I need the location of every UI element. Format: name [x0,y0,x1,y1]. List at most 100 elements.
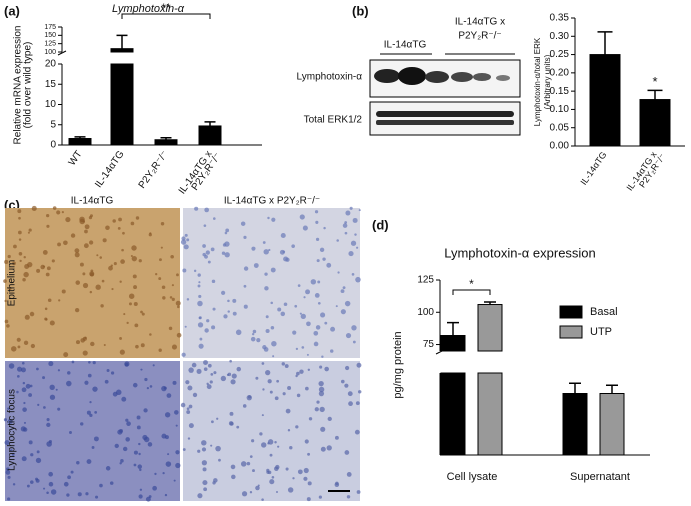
error-bar [204,121,216,126]
nucleus [184,325,187,328]
nucleus [265,315,269,319]
nucleus [93,436,99,442]
nucleus [281,362,285,366]
panel-label: (a) [4,3,20,18]
nucleus [79,216,85,223]
axis-break [57,50,67,56]
nucleus [252,329,257,334]
nucleus [337,271,340,274]
nucleus [186,238,190,242]
nucleus [354,233,357,236]
bar [639,99,671,147]
nucleus [188,367,194,373]
nucleus [287,386,292,390]
nucleus [264,286,269,291]
nucleus [303,296,306,299]
nucleus [7,497,11,501]
nucleus [17,209,22,214]
nucleus [269,453,273,457]
nucleus [149,333,152,336]
nucleus [168,326,173,331]
nucleus [227,372,232,377]
nucleus [240,221,246,226]
nucleus [289,445,293,450]
nucleus [46,422,51,427]
nucleus [173,479,176,482]
nucleus [318,495,322,499]
y-tick-label: 0.15 [550,86,570,97]
nucleus [171,297,175,301]
blot-row-label: Lymphotoxin-α [297,72,363,83]
nucleus [46,214,50,218]
nucleus [104,379,109,384]
nucleus [136,425,141,430]
nucleus [210,373,214,376]
nucleus [319,365,323,369]
nucleus [204,328,209,333]
nucleus [313,330,319,336]
nucleus [307,368,311,372]
nucleus [48,471,54,477]
nucleus [280,311,286,317]
nucleus [358,209,361,212]
nucleus [305,289,311,295]
y-tick-label: 0.35 [550,13,570,24]
nucleus [228,421,234,426]
nucleus [198,316,202,320]
nucleus [203,224,207,227]
nucleus [287,487,294,493]
nucleus [43,406,46,409]
nucleus [225,228,230,233]
nucleus [257,484,260,487]
nucleus [340,289,345,294]
nucleus [110,264,113,267]
nucleus [43,487,46,490]
nucleus [330,326,336,332]
nucleus [171,344,178,350]
nucleus [267,442,270,445]
nucleus [271,475,275,479]
error-bar [484,301,496,305]
scale-bar [328,490,350,492]
nucleus [140,343,145,348]
nucleus [324,321,328,325]
nucleus [170,254,174,259]
nucleus [242,404,247,408]
y-axis-label: (Arbitrary units) [543,54,552,109]
nucleus [99,483,103,488]
nucleus [274,466,279,472]
nucleus [7,254,11,259]
nucleus [277,445,280,448]
nucleus [268,248,271,252]
nucleus [262,241,266,244]
nucleus [158,277,162,281]
nucleus [182,268,187,273]
x-tick-label: Supernatant [570,471,630,483]
nucleus [356,362,362,368]
y-tick-label: 0.25 [550,49,570,60]
y-tick-label: 0.05 [550,122,570,133]
nucleus [223,314,228,319]
nucleus [130,254,133,258]
nucleus [82,272,86,276]
nucleus [334,435,339,440]
nucleus [133,302,138,307]
nucleus [202,244,206,248]
nucleus [227,299,230,303]
nucleus [271,340,277,347]
nucleus [29,311,35,317]
nucleus [162,471,165,475]
nucleus [202,252,206,257]
nucleus [164,412,171,418]
significance-label: ** [161,1,171,15]
nucleus [308,417,313,421]
nucleus [71,360,75,364]
nucleus [306,321,311,327]
nucleus [294,304,298,308]
nucleus [283,302,288,307]
nucleus [158,348,162,352]
nucleus [345,332,352,339]
nucleus [88,240,94,245]
nucleus [267,379,272,384]
nucleus [3,418,7,422]
